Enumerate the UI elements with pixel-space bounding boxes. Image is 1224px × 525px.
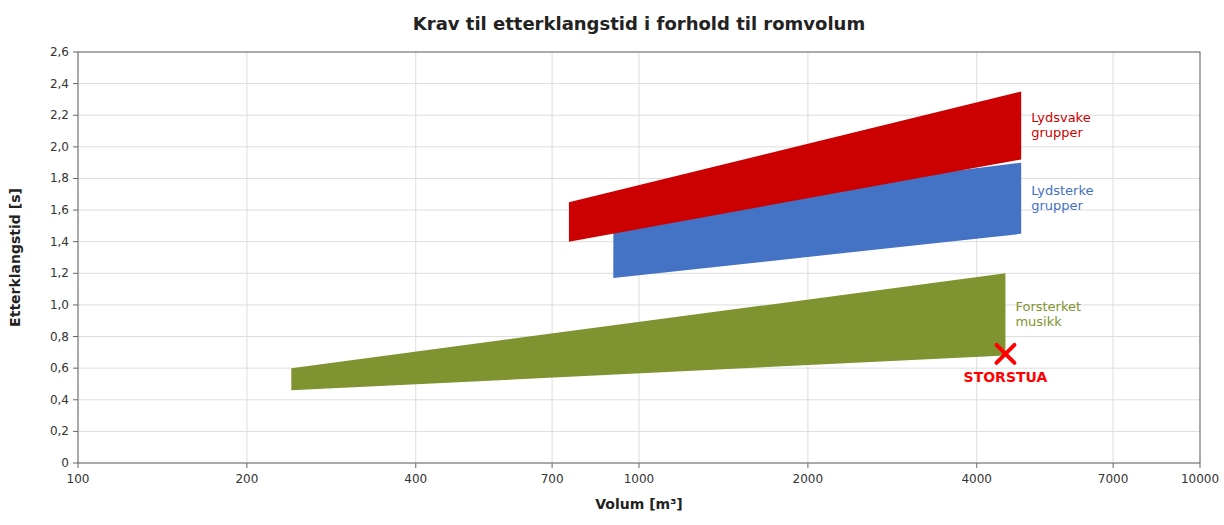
band-label: Forsterketmusikk <box>1015 299 1081 329</box>
y-tick <box>73 210 78 211</box>
x-tick-label: 400 <box>404 472 427 486</box>
x-tick <box>552 463 553 468</box>
x-grid-line <box>246 52 247 463</box>
x-tick <box>1200 463 1201 468</box>
x-tick-label: 1000 <box>624 472 655 486</box>
marker-stroke <box>996 345 1014 363</box>
y-grid-line <box>78 146 1200 147</box>
labels: LydsvakegrupperLydsterkegrupperForsterke… <box>964 110 1094 385</box>
y-tick-label: 0,6 <box>50 361 69 375</box>
band <box>291 273 1005 390</box>
y-tick-label: 1,2 <box>50 266 69 280</box>
y-tick <box>73 304 78 305</box>
annotation-marker <box>996 345 1014 363</box>
grid <box>78 52 1200 463</box>
y-grid-line <box>78 431 1200 432</box>
y-tick <box>73 368 78 369</box>
band-label: Lydsvakegrupper <box>1031 110 1091 140</box>
x-tick-label: 700 <box>541 472 564 486</box>
y-tick-label: 1,8 <box>50 171 69 185</box>
y-grid-line <box>78 83 1200 84</box>
x-tick-label: 4000 <box>961 472 992 486</box>
band-label-line: grupper <box>1031 198 1083 213</box>
x-tick-label: 10000 <box>1181 472 1219 486</box>
x-tick-label: 7000 <box>1098 472 1129 486</box>
y-tick <box>73 336 78 337</box>
band-label-line: musikk <box>1015 314 1062 329</box>
chart: Krav til etterklangstid i forhold til ro… <box>0 0 1224 525</box>
y-tick <box>73 273 78 274</box>
x-tick-label: 100 <box>67 472 90 486</box>
x-axis-label: Volum [m³] <box>595 496 682 512</box>
data-area <box>291 92 1021 391</box>
y-axis-label: Etterklangstid [s] <box>7 188 23 327</box>
y-tick <box>73 115 78 116</box>
y-tick-label: 2,4 <box>50 77 69 91</box>
y-tick <box>73 146 78 147</box>
band-label-line: Lydsterke <box>1031 183 1093 198</box>
band-label-line: Forsterket <box>1015 299 1081 314</box>
y-tick-label: 0,2 <box>50 424 69 438</box>
marker-stroke <box>996 345 1014 363</box>
x-grid-line <box>415 52 416 463</box>
y-tick <box>73 52 78 53</box>
title: Krav til etterklangstid i forhold til ro… <box>413 13 865 34</box>
y-tick <box>73 463 78 464</box>
x-tick <box>415 463 416 468</box>
annotation-label: STORSTUA <box>964 369 1048 385</box>
y-tick-label: 0,8 <box>50 330 69 344</box>
x-tick-label: 2000 <box>793 472 824 486</box>
x-grid-line <box>552 52 553 463</box>
y-tick-label: 0 <box>61 456 69 470</box>
y-tick <box>73 83 78 84</box>
y-tick <box>73 178 78 179</box>
x-tick <box>639 463 640 468</box>
x-tick <box>78 463 79 468</box>
y-tick-label: 1,6 <box>50 203 69 217</box>
y-tick-label: 0,4 <box>50 393 69 407</box>
band-label-line: Lydsvake <box>1031 110 1091 125</box>
band-label-line: grupper <box>1031 125 1083 140</box>
y-tick-label: 1,4 <box>50 235 69 249</box>
y-tick-label: 2,0 <box>50 140 69 154</box>
y-tick <box>73 399 78 400</box>
axes: 100 200 400 700 1000 2000 4000 7000 10000 0 0,2 0,4… <box>50 45 1219 486</box>
x-grid-line <box>1113 52 1114 463</box>
x-grid-line <box>807 52 808 463</box>
band <box>569 92 1021 242</box>
y-tick-label: 2,6 <box>50 45 69 59</box>
band-label: Lydsterkegrupper <box>1031 183 1093 213</box>
y-grid-line <box>78 399 1200 400</box>
y-grid-line <box>78 178 1200 179</box>
x-tick <box>246 463 247 468</box>
x-tick <box>1113 463 1114 468</box>
x-tick <box>807 463 808 468</box>
y-tick <box>73 241 78 242</box>
y-tick <box>73 431 78 432</box>
plot-frame <box>78 52 1200 463</box>
y-tick-label: 2,2 <box>50 108 69 122</box>
x-tick-label: 200 <box>235 472 258 486</box>
y-tick-label: 1,0 <box>50 298 69 312</box>
x-tick <box>976 463 977 468</box>
